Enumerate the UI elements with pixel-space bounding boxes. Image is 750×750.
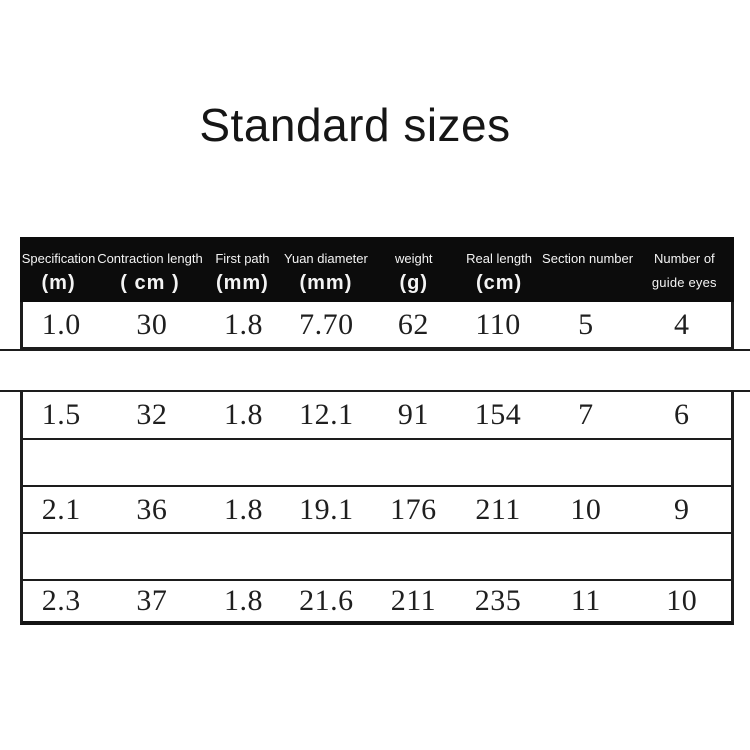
table-cell: 2.1 [41, 492, 81, 526]
spec-table: Specification (m) Contraction length ( c… [0, 237, 750, 625]
col-header-section-number: Section number [540, 237, 634, 302]
spacer-row [0, 349, 750, 392]
table-cell: 211 [390, 584, 437, 617]
table-cell: 19.1 [299, 492, 354, 526]
table-cell: 1.0 [41, 307, 81, 341]
table-cell: 154 [474, 398, 522, 431]
table-row: 2.3 37 1.8 21.6 211 235 11 10 [20, 581, 734, 625]
col-label: Number of [653, 251, 715, 266]
col-unit: (g) [399, 272, 429, 294]
table-cell: 5 [578, 307, 594, 341]
col-header-guide-eyes: Number of guide eyes [635, 237, 734, 302]
table-cell: 62 [397, 307, 429, 341]
col-label: Yuan diameter [284, 251, 368, 266]
table-cell: 1.8 [224, 307, 264, 341]
table-cell: 21.6 [299, 584, 354, 617]
table-cell: 30 [136, 307, 168, 341]
table-cell: 32 [136, 398, 168, 431]
col-unit: (mm) [299, 272, 353, 294]
col-header-real-length: Real length (cm) [458, 237, 541, 302]
table-cell: 12.1 [299, 398, 354, 431]
table-cell: 36 [136, 492, 168, 526]
col-header-specification: Specification (m) [20, 237, 97, 302]
page-title: Standard sizes [199, 99, 511, 151]
col-label: weight [394, 251, 433, 266]
table-cell: 10 [570, 492, 602, 526]
col-label: Contraction length [97, 251, 203, 266]
table-cell: 10 [666, 584, 698, 617]
col-label: Section number [542, 251, 634, 266]
col-header-yuan-diameter: Yuan diameter (mm) [282, 237, 370, 302]
table-cell: 7 [578, 398, 594, 431]
col-unit: guide eyes [651, 275, 717, 290]
col-header-weight: weight (g) [370, 237, 458, 302]
col-unit: ( cm ) [120, 272, 180, 294]
table-cell: 37 [136, 584, 168, 617]
table-row: 2.1 36 1.8 19.1 176 211 10 9 [20, 487, 734, 534]
table-cell: 1.8 [224, 398, 264, 431]
spacer-row [20, 440, 734, 487]
spacer-row [20, 534, 734, 581]
table-header-row: Specification (m) Contraction length ( c… [20, 237, 734, 302]
table-cell: 235 [474, 584, 522, 617]
table-cell: 6 [674, 398, 690, 431]
table-cell: 1.8 [224, 492, 264, 526]
table-cell: 91 [397, 398, 429, 431]
table-cell: 11 [570, 584, 601, 617]
col-unit: (cm) [475, 272, 523, 294]
col-label: Specification [21, 251, 96, 266]
table-cell: 211 [475, 492, 521, 526]
table-cell: 2.3 [41, 584, 81, 617]
col-unit: (mm) [215, 272, 269, 294]
col-label: Real length [466, 251, 532, 266]
table-cell: 176 [390, 492, 437, 526]
col-unit: (m) [41, 272, 76, 294]
table-row: 1.5 32 1.8 12.1 91 154 7 6 [20, 392, 734, 440]
table-cell: 9 [674, 492, 690, 526]
table-cell: 110 [475, 307, 521, 341]
table-row: 1.0 30 1.8 7.70 62 110 5 4 [20, 302, 734, 349]
table-cell: 4 [674, 307, 690, 341]
col-header-contraction-length: Contraction length ( cm ) [97, 237, 203, 302]
table-cell: 1.8 [224, 584, 264, 617]
col-header-first-path: First path (mm) [203, 237, 282, 302]
table-cell: 7.70 [299, 307, 354, 341]
col-label: First path [215, 251, 270, 266]
table-cell: 1.5 [41, 398, 81, 431]
